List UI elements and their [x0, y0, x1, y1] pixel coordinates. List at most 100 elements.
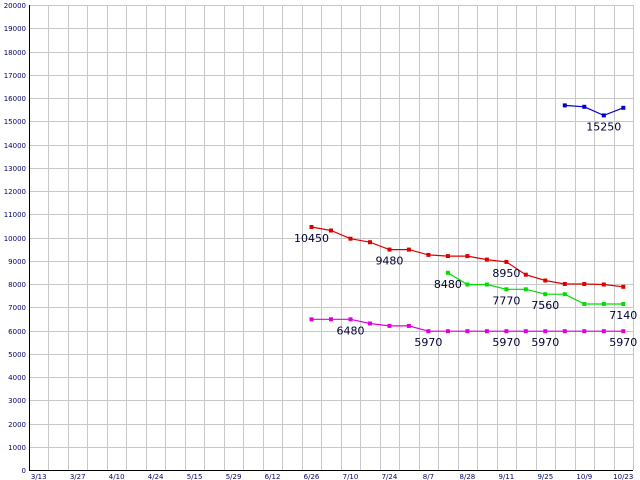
data-point	[504, 329, 509, 334]
data-point	[426, 252, 431, 257]
x-tick-label: 7/24	[382, 473, 398, 480]
data-point	[368, 321, 372, 326]
y-tick-label: 17000	[4, 72, 26, 80]
data-point	[465, 254, 470, 259]
data-point	[484, 257, 489, 262]
data-point	[523, 329, 528, 334]
y-tick-label: 6000	[8, 328, 26, 336]
data-point	[348, 236, 353, 241]
data-label: 7560	[531, 299, 559, 312]
series-line-2	[447, 272, 624, 305]
series-line-4	[564, 104, 624, 117]
data-point	[582, 329, 587, 334]
y-tick-label: 19000	[4, 25, 26, 33]
x-tick-label: 5/15	[187, 473, 203, 480]
y-tick-label: 4000	[8, 374, 26, 382]
data-point	[562, 282, 567, 286]
y-tick-label: 11000	[4, 211, 26, 219]
grid	[29, 5, 634, 471]
data-label: 15250	[586, 120, 621, 133]
x-tick-label: 10/9	[576, 473, 592, 480]
data-label: 7770	[492, 294, 520, 307]
data-point	[309, 317, 314, 322]
data-label: 5970	[414, 336, 442, 349]
data-point	[601, 302, 606, 306]
data-point	[426, 329, 431, 334]
data-point	[601, 329, 606, 334]
y-tick-label: 8000	[8, 281, 26, 289]
data-point	[504, 259, 509, 264]
data-point	[484, 282, 489, 287]
data-point	[406, 247, 411, 252]
y-tick-label: 15000	[4, 118, 26, 126]
data-label: 5970	[492, 336, 520, 349]
data-point	[329, 317, 333, 322]
data-point	[465, 329, 470, 334]
x-tick-label: 9/11	[498, 473, 514, 480]
data-point	[387, 247, 392, 252]
x-tick-label: 7/10	[343, 473, 359, 480]
data-point	[387, 323, 392, 328]
data-point	[562, 292, 567, 297]
data-point	[601, 113, 606, 118]
y-tick-label: 16000	[4, 95, 26, 103]
x-tick-label: 4/10	[109, 473, 125, 480]
x-tick-label: 6/12	[265, 473, 281, 480]
data-point	[621, 284, 626, 289]
data-point	[523, 287, 528, 292]
y-tick-label: 12000	[4, 188, 26, 196]
data-point	[348, 317, 353, 322]
x-tick-label: 9/25	[537, 473, 553, 480]
y-tick-label: 18000	[4, 49, 26, 57]
data-label: 9480	[375, 255, 403, 268]
data-point	[621, 302, 626, 306]
y-tick-label: 13000	[4, 165, 26, 173]
data-point	[445, 254, 450, 259]
y-tick-label: 1000	[8, 444, 26, 452]
data-label: 8480	[434, 278, 462, 291]
y-tick-label: 9000	[8, 258, 26, 266]
data-point	[504, 287, 509, 292]
data-labels: 10450 9480 8950 8480 7770 7560 7140 6480 5970 597…	[294, 120, 637, 349]
data-point	[445, 329, 450, 334]
data-point	[309, 225, 314, 229]
y-tick-label: 10000	[4, 235, 26, 243]
data-label: 10450	[294, 232, 329, 245]
data-point	[562, 103, 567, 108]
series-group	[309, 103, 626, 334]
data-label: 5970	[609, 336, 637, 349]
x-tick-label: 4/24	[148, 473, 164, 480]
data-label: 6480	[336, 324, 364, 337]
x-tick-label: 6/26	[304, 473, 320, 480]
x-tick-label: 8/7	[423, 473, 434, 480]
y-tick-label: 7000	[8, 304, 26, 312]
y-tick-label: 20000	[4, 2, 26, 10]
data-label: 7140	[609, 309, 637, 322]
y-tick-label: 3000	[8, 397, 26, 405]
data-point	[484, 329, 489, 334]
x-tick-label: 5/29	[226, 473, 242, 480]
x-tick-label: 3/13	[31, 473, 47, 480]
x-tick-label: 3/27	[70, 473, 86, 480]
data-point	[621, 329, 626, 334]
data-label: 5970	[531, 336, 559, 349]
data-point	[523, 272, 528, 277]
axes: 0 1000 2000 3000 4000 5000 6000 7000 8000 9000 100…	[4, 2, 634, 480]
data-point	[465, 282, 470, 287]
data-point	[601, 282, 606, 287]
data-point	[621, 105, 626, 110]
data-point	[368, 240, 372, 245]
y-tick-label: 14000	[4, 142, 26, 150]
data-point	[562, 329, 567, 334]
data-point	[582, 302, 587, 306]
x-tick-label: 10/23	[613, 473, 633, 480]
data-point	[582, 282, 587, 286]
y-tick-label: 5000	[8, 351, 26, 359]
y-tick-label: 0	[22, 467, 26, 475]
data-point	[543, 292, 548, 297]
data-point	[543, 329, 548, 334]
data-point	[329, 228, 333, 233]
data-label: 8950	[492, 267, 520, 280]
x-tick-label: 8/28	[460, 473, 476, 480]
